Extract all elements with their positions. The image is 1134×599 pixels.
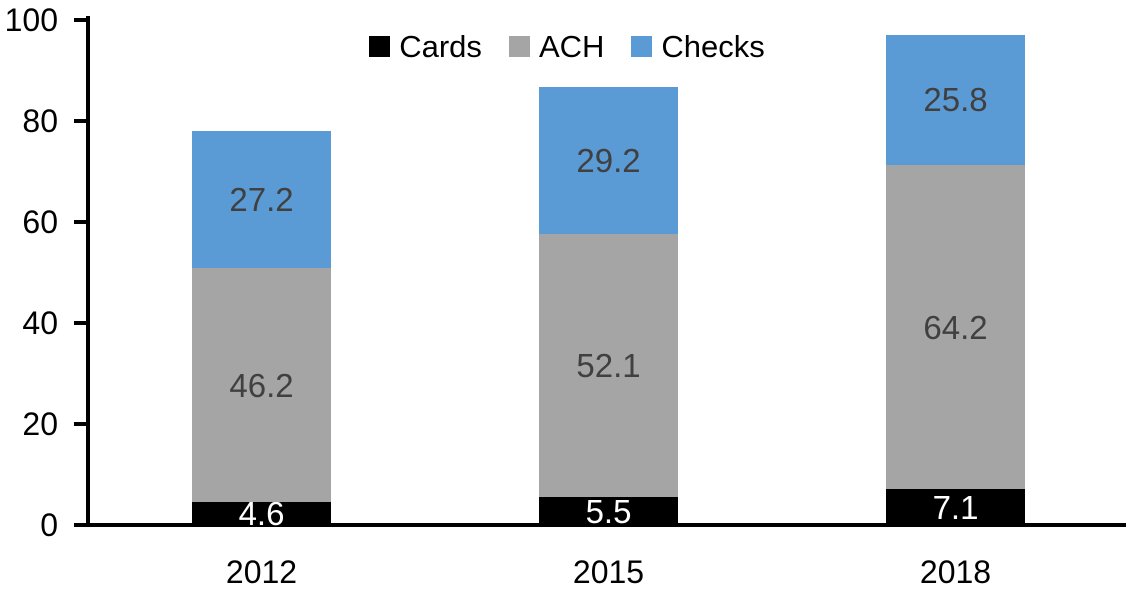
bar-segment-cards-2018: 7.1: [886, 489, 1025, 525]
legend-item-checks: Checks: [631, 29, 765, 64]
legend-label-cards: Cards: [399, 29, 482, 64]
y-axis-tick-label-20: 20: [22, 406, 58, 442]
bar-value-label-checks-2018: 25.8: [923, 81, 988, 119]
y-axis-tick-label-0: 0: [40, 507, 58, 543]
bar-segment-cards-2012: 4.6: [192, 497, 331, 530]
y-axis-tick-20: [74, 422, 86, 426]
y-axis-tick-label-60: 60: [22, 204, 58, 240]
bar-value-label-checks-2015: 29.2: [576, 141, 641, 179]
y-axis-tick-60: [74, 220, 86, 224]
bar-segment-cards-2015: 5.5: [539, 492, 678, 530]
bar-segment-ach-2012: 46.2: [192, 268, 331, 502]
bar-segment-checks-2012: 27.2: [192, 131, 331, 269]
x-axis-category-label-2012: 2012: [225, 554, 298, 590]
bar-value-label-cards-2015: 5.5: [585, 492, 632, 530]
legend-item-ach: ACH: [508, 29, 605, 64]
bar-segment-checks-2018: 25.8: [886, 34, 1025, 165]
y-axis-tick-label-100: 100: [4, 2, 58, 38]
legend-label-checks: Checks: [661, 29, 765, 64]
y-axis-tick-label-40: 40: [22, 305, 58, 341]
bar-value-label-checks-2012: 27.2: [229, 181, 294, 219]
bar-value-label-ach-2018: 64.2: [923, 308, 988, 346]
y-axis-tick-0: [74, 523, 86, 527]
bar-segment-ach-2018: 64.2: [886, 164, 1025, 490]
bar-value-label-cards-2018: 7.1: [932, 488, 979, 526]
legend-item-cards: Cards: [369, 31, 482, 62]
bar-value-label-cards-2012: 4.6: [238, 494, 285, 532]
y-axis-tick-80: [74, 119, 86, 123]
bar-value-label-ach-2015: 52.1: [576, 347, 641, 385]
bar-segment-checks-2015: 29.2: [539, 86, 678, 235]
y-axis-tick-40: [74, 321, 86, 325]
x-axis-line: [86, 523, 1126, 527]
legend-swatch-cards-icon: [369, 36, 391, 57]
legend-swatch-checks-icon: [631, 36, 653, 57]
x-axis-category-label-2018: 2018: [919, 554, 992, 590]
bar-value-label-ach-2012: 46.2: [229, 366, 294, 404]
legend: Cards ACH Checks: [0, 31, 1134, 62]
legend-swatch-ach-icon: [508, 36, 530, 57]
y-axis-tick-100: [74, 18, 86, 22]
y-axis-line: [86, 16, 90, 527]
x-axis-category-label-2015: 2015: [572, 554, 645, 590]
y-axis-tick-label-80: 80: [22, 103, 58, 139]
legend-label-ach: ACH: [538, 29, 605, 64]
bar-segment-ach-2015: 52.1: [539, 234, 678, 498]
